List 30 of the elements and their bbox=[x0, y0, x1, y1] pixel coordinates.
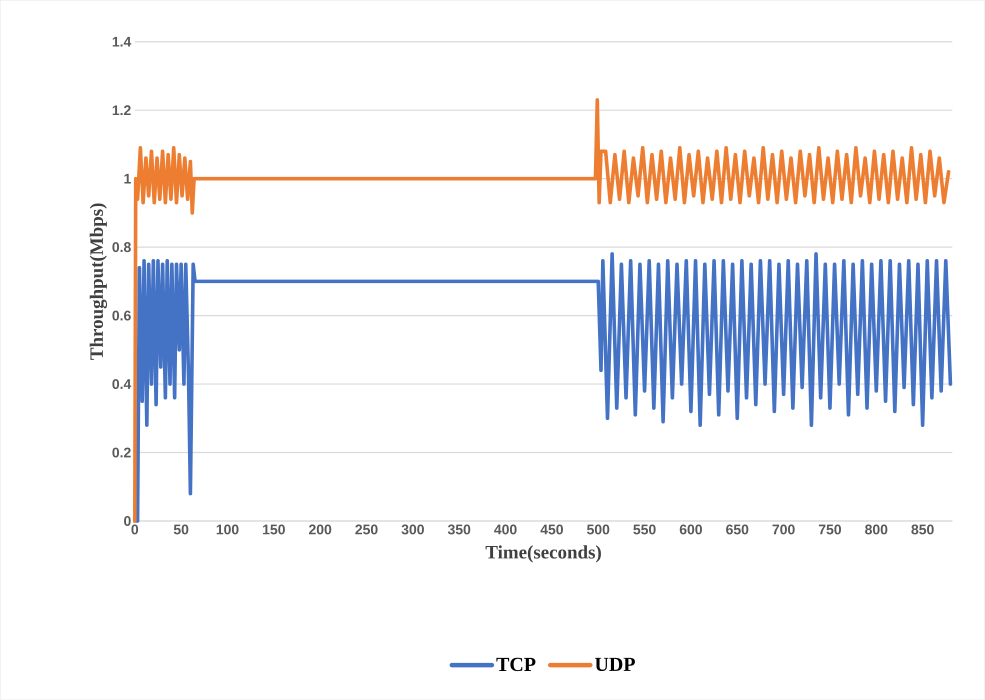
x-tick-label: 450 bbox=[540, 524, 563, 535]
y-tick-label: 0.6 bbox=[112, 310, 131, 321]
x-tick-label: 300 bbox=[402, 524, 424, 535]
x-tick-label: 500 bbox=[587, 524, 610, 535]
y-tick-label: 0.4 bbox=[112, 379, 132, 390]
x-tick-label: 600 bbox=[680, 524, 702, 535]
x-tick-label: 150 bbox=[263, 524, 285, 535]
x-tick-label: 400 bbox=[494, 524, 517, 535]
y-axis-title: Throughput(Mbps) bbox=[90, 204, 108, 360]
x-tick-label: 550 bbox=[633, 524, 656, 535]
y-tick-label: 1 bbox=[124, 174, 131, 184]
x-tick-label: 250 bbox=[355, 524, 378, 535]
x-tick-label: 750 bbox=[818, 524, 842, 535]
x-tick-label: 650 bbox=[726, 524, 748, 535]
y-tick-label: 0.8 bbox=[112, 242, 131, 252]
x-tick-label: 200 bbox=[309, 524, 332, 535]
x-tick-label: 850 bbox=[911, 524, 934, 535]
x-tick-label: 100 bbox=[216, 524, 239, 535]
x-tick-label: 800 bbox=[865, 524, 888, 535]
y-tick-label: 1.2 bbox=[112, 105, 131, 116]
legend-label: UDP bbox=[595, 658, 635, 672]
legend-label: TCP bbox=[496, 658, 536, 672]
x-tick-label: 0 bbox=[131, 524, 138, 535]
x-axis-title: Time(seconds) bbox=[486, 545, 601, 563]
y-tick-label: 1.4 bbox=[112, 37, 132, 47]
x-tick-label: 50 bbox=[174, 524, 188, 535]
x-tick-label: 700 bbox=[772, 524, 795, 535]
y-tick-label: 0.2 bbox=[112, 448, 131, 458]
y-tick-label: 0 bbox=[124, 516, 131, 526]
x-tick-label: 350 bbox=[448, 524, 470, 535]
